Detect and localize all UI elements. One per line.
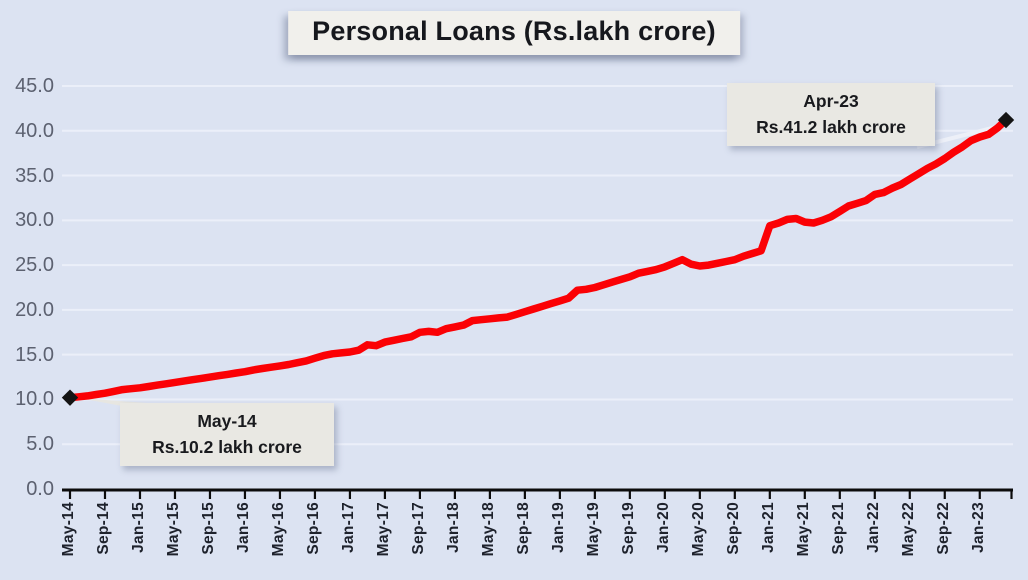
x-tick-label: Jan-15 xyxy=(129,502,147,553)
y-tick-label: 40.0 xyxy=(15,119,54,142)
x-tick-label: Jan-17 xyxy=(339,502,357,553)
y-tick-label: 45.0 xyxy=(15,75,54,97)
x-tick-label: Sep-18 xyxy=(514,502,532,555)
x-tick-label: Jan-23 xyxy=(969,502,987,553)
chart-title-box: Personal Loans (Rs.lakh crore) xyxy=(288,11,740,55)
x-tick-label: Jan-16 xyxy=(234,502,252,553)
y-tick-label: 20.0 xyxy=(15,298,54,321)
x-tick-label: Sep-17 xyxy=(409,502,427,555)
y-tick-label: 5.0 xyxy=(26,433,54,456)
x-tick-label: May-19 xyxy=(584,502,602,557)
personal-loans-line xyxy=(66,116,1010,402)
x-tick-label: May-15 xyxy=(164,502,182,557)
x-tick-label: Sep-22 xyxy=(934,502,952,555)
y-tick-label: 25.0 xyxy=(15,254,54,277)
annotation-may14-value: Rs.10.2 lakh crore xyxy=(152,437,302,458)
x-tick-label: Sep-14 xyxy=(94,502,112,555)
annotation-apr23-value: Rs.41.2 lakh crore xyxy=(756,117,906,138)
x-tick-label: Jan-22 xyxy=(864,502,882,553)
x-tick-label: Jan-18 xyxy=(444,502,462,553)
annotation-may14-date: May-14 xyxy=(197,411,257,431)
x-tick-label: Sep-20 xyxy=(724,502,742,555)
chart-title: Personal Loans (Rs.lakh crore) xyxy=(312,16,716,46)
x-tick-label: May-20 xyxy=(689,502,707,557)
y-tick-label: 35.0 xyxy=(15,164,54,187)
y-tick-label: 30.0 xyxy=(15,209,54,232)
annotation-may14: May-14 Rs.10.2 lakh crore xyxy=(120,403,334,466)
x-tick-label: May-22 xyxy=(899,502,917,557)
x-tick-label: Sep-21 xyxy=(829,502,847,555)
x-tick-label: Sep-15 xyxy=(199,502,217,555)
x-tick-label: Sep-19 xyxy=(619,502,637,555)
diamond-marker-end xyxy=(997,111,1015,129)
x-tick-label: May-21 xyxy=(794,502,812,557)
y-tick-label: 15.0 xyxy=(15,343,54,366)
x-tick-label: Jan-21 xyxy=(759,502,777,553)
x-tick-label: May-17 xyxy=(374,502,392,557)
diamond-marker-start xyxy=(61,389,79,406)
x-tick-label: Sep-16 xyxy=(304,502,322,555)
x-tick-label: Jan-20 xyxy=(654,502,672,553)
annotation-apr23-date: Apr-23 xyxy=(803,91,859,111)
x-tick-label: May-16 xyxy=(269,502,287,557)
x-tick-label: May-14 xyxy=(60,502,77,557)
y-tick-label: 10.0 xyxy=(15,388,54,411)
x-tick-label: May-18 xyxy=(479,502,497,557)
annotation-apr23: Apr-23 Rs.41.2 lakh crore xyxy=(727,83,935,146)
y-tick-label: 0.0 xyxy=(26,478,54,500)
x-tick-label: Jan-19 xyxy=(549,502,567,553)
